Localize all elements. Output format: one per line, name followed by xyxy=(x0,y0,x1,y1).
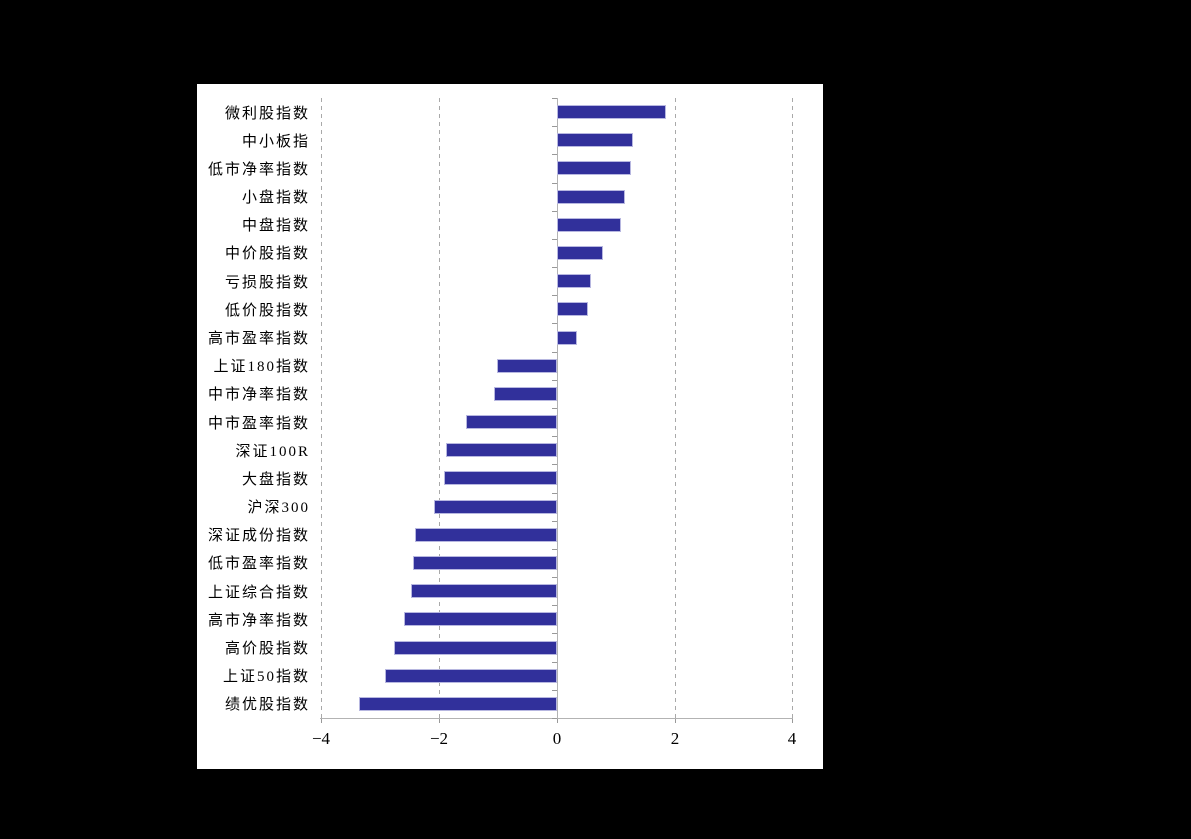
category-label: 上证综合指数 xyxy=(207,584,310,601)
bar xyxy=(557,105,667,120)
category-label: 低市净率指数 xyxy=(207,161,310,178)
category-label: 深证100R xyxy=(235,443,310,460)
chart-panel: 微利股指数中小板指低市净率指数小盘指数中盘指数中价股指数亏损股指数低价股指数高市… xyxy=(197,84,823,769)
category-label: 沪深300 xyxy=(247,500,310,517)
category-tick xyxy=(552,239,557,240)
x-tick-label: −2 xyxy=(429,729,449,748)
bar xyxy=(384,668,557,683)
category-tick xyxy=(552,408,557,409)
category-label: 中小板指 xyxy=(241,133,310,150)
category-tick xyxy=(552,464,557,465)
x-axis-tick xyxy=(557,719,558,723)
bar xyxy=(557,274,592,289)
category-label: 低市盈率指数 xyxy=(207,556,310,573)
gridline xyxy=(321,98,322,718)
category-label: 大盘指数 xyxy=(241,471,310,488)
x-axis-tick xyxy=(321,719,322,723)
bar xyxy=(414,527,557,542)
bar xyxy=(404,612,557,627)
bar xyxy=(557,302,589,317)
category-tick xyxy=(552,98,557,99)
category-tick xyxy=(552,633,557,634)
x-axis-tick xyxy=(792,719,793,723)
bar xyxy=(411,584,557,599)
bar xyxy=(557,161,631,176)
category-tick xyxy=(552,605,557,606)
bar xyxy=(557,189,625,204)
category-label: 高市盈率指数 xyxy=(207,331,310,348)
category-tick xyxy=(552,211,557,212)
bar xyxy=(493,386,557,401)
bar xyxy=(413,556,557,570)
category-tick xyxy=(552,493,557,494)
category-tick xyxy=(552,436,557,437)
bar xyxy=(557,133,634,148)
x-tick-label: 2 xyxy=(670,729,680,748)
bar xyxy=(446,443,557,458)
category-label: 中市盈率指数 xyxy=(207,415,310,432)
plot-area xyxy=(320,98,793,723)
category-label: 上证50指数 xyxy=(222,669,310,686)
category-label: 亏损股指数 xyxy=(224,274,310,291)
bar xyxy=(557,330,578,345)
category-label: 深证成份指数 xyxy=(207,528,310,545)
category-tick xyxy=(552,352,557,353)
category-label: 高市净率指数 xyxy=(207,612,310,629)
bar xyxy=(496,358,557,373)
gridline xyxy=(792,98,793,718)
category-tick xyxy=(552,380,557,381)
category-tick xyxy=(552,183,557,184)
x-axis-tick xyxy=(675,719,676,723)
category-tick xyxy=(552,690,557,691)
gridline xyxy=(439,98,440,718)
category-label: 中盘指数 xyxy=(241,218,310,235)
bar xyxy=(466,415,557,430)
bar xyxy=(358,696,557,711)
x-axis-tick xyxy=(439,719,440,723)
category-tick xyxy=(552,154,557,155)
category-tick xyxy=(552,521,557,522)
category-label: 小盘指数 xyxy=(241,190,310,207)
category-label: 微利股指数 xyxy=(224,105,310,122)
x-tick-label: 0 xyxy=(552,729,562,748)
gridline xyxy=(675,98,676,718)
category-label: 高价股指数 xyxy=(224,641,310,658)
category-label: 上证180指数 xyxy=(213,359,310,376)
category-tick xyxy=(552,549,557,550)
x-tick-label: 4 xyxy=(787,729,797,748)
category-tick xyxy=(552,295,557,296)
category-tick xyxy=(552,718,557,719)
category-tick xyxy=(552,267,557,268)
bar xyxy=(434,499,557,514)
bar xyxy=(557,246,604,260)
category-label: 中市净率指数 xyxy=(207,387,310,404)
x-tick-label: −4 xyxy=(311,729,331,748)
bar xyxy=(394,640,557,655)
category-tick xyxy=(552,126,557,127)
category-label: 低价股指数 xyxy=(224,302,310,319)
category-label: 中价股指数 xyxy=(224,246,310,263)
bar xyxy=(557,217,621,232)
category-tick xyxy=(552,577,557,578)
zero-axis-line xyxy=(557,98,558,718)
category-tick xyxy=(552,662,557,663)
category-tick xyxy=(552,323,557,324)
bar xyxy=(443,471,557,486)
category-label: 绩优股指数 xyxy=(224,697,310,714)
